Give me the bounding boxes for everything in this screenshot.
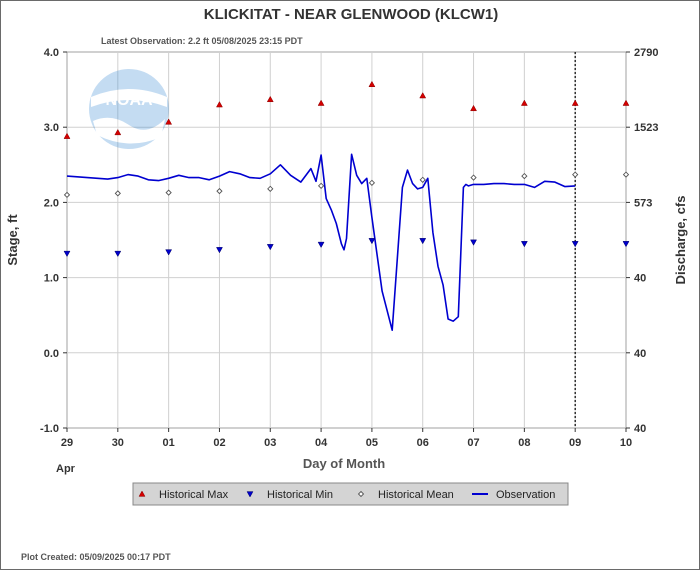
- x-tick-label: 01: [163, 437, 175, 449]
- historical-min-marker: [622, 241, 630, 248]
- historical-mean-marker: [368, 179, 376, 186]
- historical-mean-marker: [216, 187, 223, 195]
- legend: Historical Max Historical Min Historical M…: [132, 482, 569, 506]
- historical-max-marker: [63, 132, 71, 139]
- historical-min-marker: [571, 241, 579, 248]
- historical-mean-marker: [470, 174, 477, 181]
- historical-mean-marker: [114, 190, 121, 197]
- x-tick-label: 06: [417, 437, 429, 449]
- chart-title: KLICKITAT - NEAR GLENWOOD (KLCW1): [204, 6, 498, 23]
- x-tick-label: 08: [518, 437, 530, 449]
- y-tick-label: 0.0: [44, 348, 59, 360]
- y2-axis-ticks: 40 40 40 573 1523 2790: [626, 47, 658, 435]
- historical-min-marker: [520, 241, 528, 248]
- historical-min-marker: [114, 250, 122, 258]
- historical-max-marker: [114, 128, 122, 136]
- y2-tick-label: 40: [634, 273, 646, 285]
- legend-label: Observation: [496, 489, 555, 501]
- x-month-label: Apr: [56, 463, 76, 475]
- marker-layer: [63, 80, 630, 258]
- y2-axis-label: Discharge, cfs: [673, 196, 688, 285]
- x-tick-label: 03: [264, 437, 276, 449]
- historical-max-marker: [317, 99, 325, 106]
- legend-label: Historical Mean: [378, 489, 454, 501]
- historical-mean-marker: [521, 172, 528, 180]
- y-tick-label: -1.0: [40, 423, 59, 435]
- noaa-logo: NOAA: [89, 69, 169, 149]
- y-tick-label: 4.0: [44, 47, 59, 59]
- historical-mean-marker: [63, 191, 71, 199]
- historical-max-marker: [368, 80, 376, 87]
- latest-observation: Latest Observation: 2.2 ft 05/08/2025 23…: [101, 36, 303, 46]
- y2-tick-label: 1523: [634, 122, 658, 134]
- historical-mean-marker: [165, 189, 172, 196]
- observation-layer: [66, 153, 576, 332]
- historical-min-marker: [216, 247, 223, 254]
- legend-label: Historical Max: [159, 489, 229, 501]
- historical-min-marker: [317, 241, 325, 249]
- x-tick-label: 07: [467, 437, 479, 449]
- y2-tick-label: 40: [634, 423, 646, 435]
- historical-min-marker: [419, 238, 427, 245]
- historical-min-marker: [470, 239, 477, 246]
- plot-area: NOAA: [63, 51, 630, 429]
- historical-max-marker: [216, 101, 223, 108]
- x-tick-label: 10: [620, 437, 632, 449]
- x-tick-label: 04: [315, 437, 328, 449]
- historical-max-marker: [622, 99, 630, 106]
- historical-max-marker: [419, 92, 427, 99]
- x-tick-label: 02: [213, 437, 225, 449]
- historical-mean-marker: [572, 171, 579, 178]
- y-tick-label: 3.0: [44, 122, 59, 134]
- x-axis-label: Day of Month: [303, 456, 385, 471]
- observation-line: [66, 153, 576, 332]
- historical-max-marker: [165, 118, 173, 125]
- historical-max-marker: [571, 99, 579, 106]
- historical-min-marker: [165, 249, 173, 256]
- legend-items: Historical Max Historical Min Historical M…: [138, 489, 555, 501]
- y2-tick-label: 40: [634, 348, 646, 360]
- y-tick-label: 2.0: [44, 197, 59, 209]
- x-tick-label: 29: [61, 437, 73, 449]
- legend-max-swatch: [138, 490, 146, 497]
- historical-min-marker: [368, 238, 376, 245]
- legend-min-swatch: [246, 491, 254, 498]
- x-tick-label: 05: [366, 437, 378, 449]
- y-tick-label: 1.0: [44, 273, 59, 285]
- historical-min-marker: [63, 250, 71, 258]
- y-axis-ticks: -1.0 0.0 1.0 2.0 3.0 4.0: [40, 47, 67, 435]
- historical-min-marker: [266, 244, 274, 251]
- historical-mean-marker: [419, 176, 426, 183]
- historical-mean-marker: [622, 171, 630, 178]
- y-axis-label: Stage, ft: [5, 214, 20, 266]
- x-tick-label: 09: [569, 437, 581, 449]
- legend-box: [132, 482, 569, 506]
- x-tick-label: 30: [112, 437, 124, 449]
- historical-mean-marker: [267, 185, 274, 193]
- legend-mean-swatch: [357, 490, 365, 498]
- historical-max-marker: [266, 95, 274, 103]
- historical-mean-marker: [317, 182, 325, 189]
- historical-max-marker: [520, 99, 528, 106]
- horizontal-gridlines: [67, 126, 626, 354]
- y2-tick-label: 573: [634, 197, 652, 209]
- x-axis-ticks: 29 30 01 02 03 04 05 06 07 08 09 10: [61, 428, 632, 449]
- plot-created: Plot Created: 05/09/2025 00:17 PDT: [21, 552, 171, 562]
- noaa-logo-text: NOAA: [105, 92, 153, 109]
- legend-label: Historical Min: [267, 489, 333, 501]
- historical-max-marker: [470, 104, 477, 112]
- y2-tick-label: 2790: [634, 47, 658, 59]
